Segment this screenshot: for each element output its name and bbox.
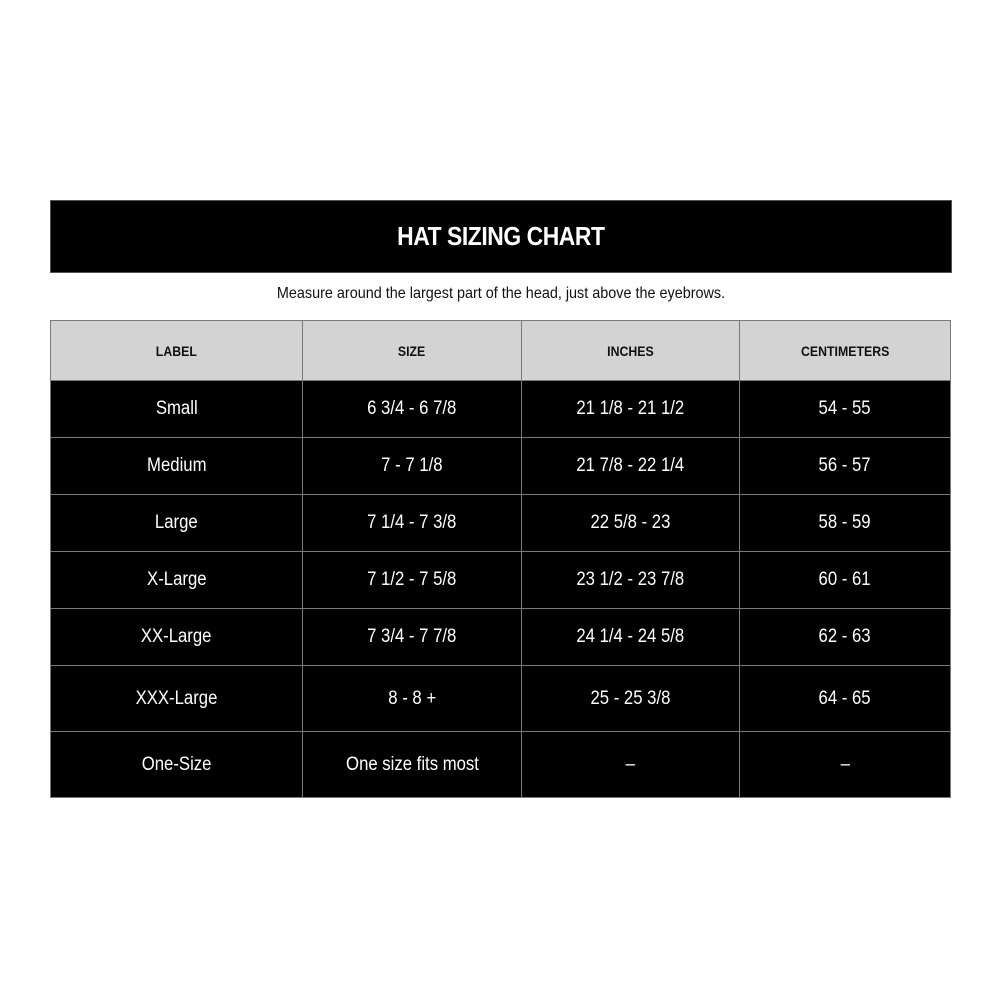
table-row: One-Size One size fits most – –: [50, 731, 951, 798]
cell-centimeters: 56 - 57: [739, 437, 951, 495]
cell-centimeters: 58 - 59: [739, 494, 951, 552]
cell-label: Medium: [50, 437, 303, 495]
cell-centimeters: 62 - 63: [739, 608, 951, 666]
cell-centimeters: 64 - 65: [739, 665, 951, 732]
cell-inches: 22 5/8 - 23: [521, 494, 740, 552]
table-row: X-Large 7 1/2 - 7 5/8 23 1/2 - 23 7/8 60 - …: [50, 551, 951, 609]
cell-size: 7 1/2 - 7 5/8: [302, 551, 522, 609]
page-title: HAT SIZING CHART: [397, 221, 605, 251]
column-header-inches: INCHES: [521, 320, 740, 381]
cell-label: Small: [50, 380, 303, 438]
table-row: Large 7 1/4 - 7 3/8 22 5/8 - 23 58 - 59: [50, 494, 951, 552]
sizing-table: LABEL SIZE INCHES CENTIMETERS Small 6 3/4…: [50, 320, 951, 798]
column-header-centimeters: CENTIMETERS: [739, 320, 951, 381]
cell-centimeters: 60 - 61: [739, 551, 951, 609]
cell-inches: –: [521, 731, 740, 798]
cell-centimeters: 54 - 55: [739, 380, 951, 438]
cell-label: X-Large: [50, 551, 303, 609]
cell-size: 7 3/4 - 7 7/8: [302, 608, 522, 666]
cell-inches: 21 1/8 - 21 1/2: [521, 380, 740, 438]
header-row: LABEL SIZE INCHES CENTIMETERS: [50, 320, 951, 381]
cell-label: XXX-Large: [50, 665, 303, 732]
table-row: Small 6 3/4 - 6 7/8 21 1/8 - 21 1/2 54 - 55: [50, 380, 951, 438]
cell-size: 8 - 8 +: [302, 665, 522, 732]
table-row: XX-Large 7 3/4 - 7 7/8 24 1/4 - 24 5/8 62 -…: [50, 608, 951, 666]
cell-label: One-Size: [50, 731, 303, 798]
cell-inches: 25 - 25 3/8: [521, 665, 740, 732]
cell-label: XX-Large: [50, 608, 303, 666]
cell-size: 6 3/4 - 6 7/8: [302, 380, 522, 438]
table-row: Medium 7 - 7 1/8 21 7/8 - 22 1/4 56 - 57: [50, 437, 951, 495]
column-header-size: SIZE: [302, 320, 522, 381]
cell-inches: 21 7/8 - 22 1/4: [521, 437, 740, 495]
table-row: XXX-Large 8 - 8 +25 - 25 3/8 64 - 65: [50, 665, 951, 732]
cell-label: Large: [50, 494, 303, 552]
cell-centimeters: –: [739, 731, 951, 798]
cell-size: One size fits most: [302, 731, 522, 798]
cell-size: 7 1/4 - 7 3/8: [302, 494, 522, 552]
title-band: HAT SIZING CHART: [50, 200, 952, 273]
cell-inches: 23 1/2 - 23 7/8: [521, 551, 740, 609]
cell-inches: 24 1/4 - 24 5/8: [521, 608, 740, 666]
cell-size: 7 - 7 1/8: [302, 437, 522, 495]
column-header-label: LABEL: [50, 320, 303, 381]
subtitle: Measure around the largest part of the h…: [276, 285, 726, 302]
